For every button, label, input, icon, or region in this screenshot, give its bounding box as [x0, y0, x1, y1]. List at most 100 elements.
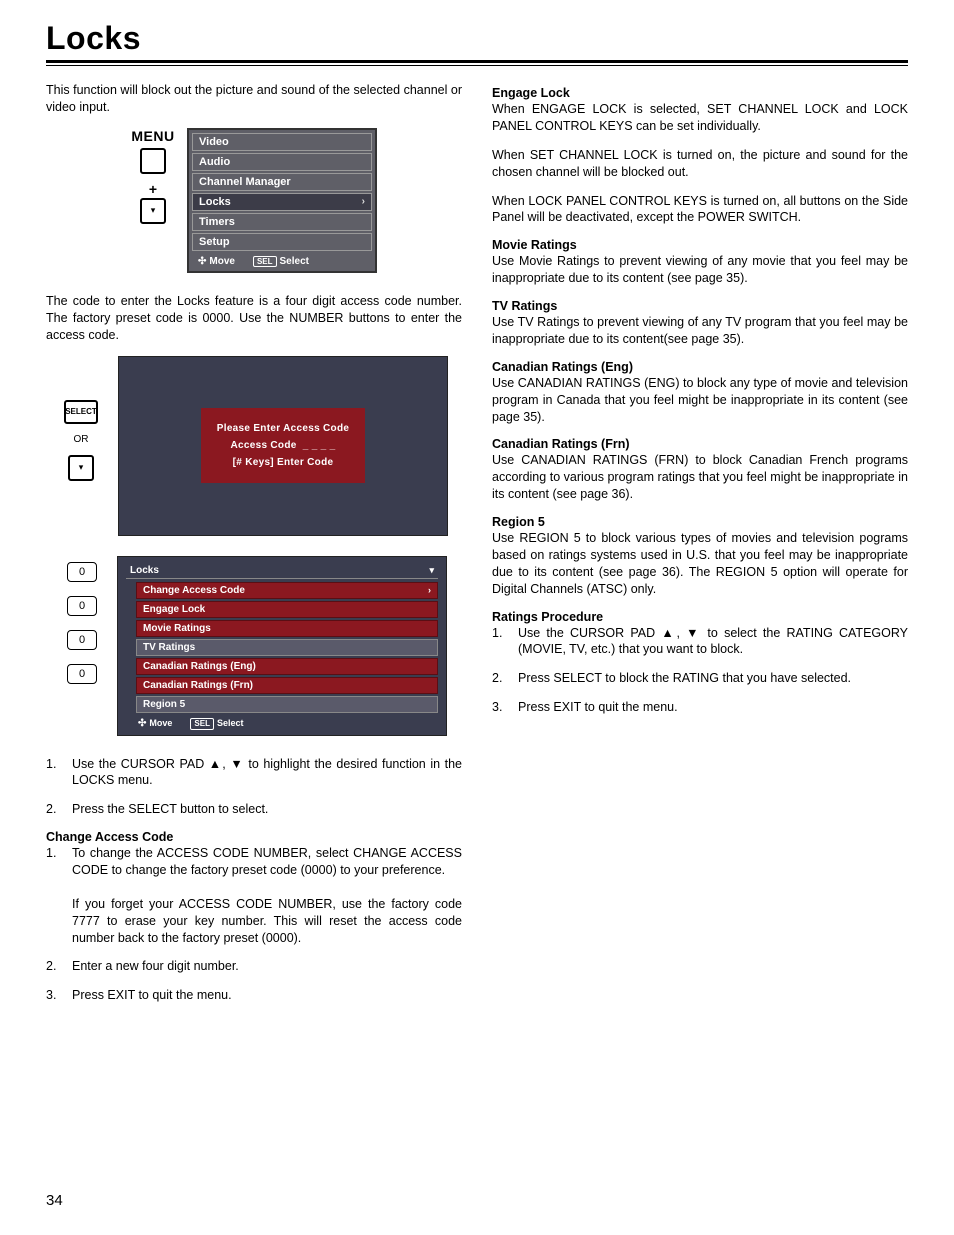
menu-button-up[interactable]: [140, 148, 166, 174]
figure-locks-submenu: 0 0 0 0 Locks ▾ Change Access Code › Engag…: [46, 556, 462, 736]
heading-can-eng: Canadian Ratings (Eng): [492, 360, 908, 374]
tv-p: Use TV Ratings to prevent viewing of any…: [492, 314, 908, 348]
move-arrows-icon: ✣: [198, 256, 206, 267]
menu-item-locks[interactable]: Locks ›: [192, 193, 372, 211]
menu-item-channel-manager[interactable]: Channel Manager: [192, 173, 372, 191]
access-code-box: Please Enter Access Code Access Code _ _…: [201, 408, 365, 483]
number-button-0b[interactable]: 0: [67, 596, 97, 616]
footer-select-label: Select: [280, 256, 309, 267]
menu-item-audio[interactable]: Audio: [192, 153, 372, 171]
access-code-blanks: _ _ _ _: [303, 440, 336, 451]
engage-p3: When LOCK PANEL CONTROL KEYS is turned o…: [492, 193, 908, 227]
heading-can-frn: Canadian Ratings (Frn): [492, 437, 908, 451]
move-arrows-icon: ✣: [138, 718, 146, 729]
rule-thin: [46, 65, 908, 66]
number-button-0d[interactable]: 0: [67, 664, 97, 684]
intro-paragraph: This function will block out the picture…: [46, 82, 462, 116]
heading-change-access-code: Change Access Code: [46, 830, 462, 844]
step-num: 2.: [492, 670, 506, 687]
osd-locks-submenu: Locks ▾ Change Access Code › Engage Lock M…: [117, 556, 447, 736]
step-num: 2.: [46, 958, 60, 975]
submenu-item-tv-ratings[interactable]: TV Ratings: [136, 639, 438, 656]
step-text: Use the CURSOR PAD ▲, ▼ to highlight the…: [72, 756, 462, 790]
osd-menu-panel: Video Audio Channel Manager Locks › Timer…: [187, 128, 377, 274]
access-code-line1: Please Enter Access Code: [217, 420, 349, 437]
figure-access-code: SELECT OR Please Enter Access Code Acces…: [46, 356, 462, 536]
submenu-item-can-frn[interactable]: Canadian Ratings (Frn): [136, 677, 438, 694]
submenu-item-label: Change Access Code: [143, 585, 245, 596]
heading-movie-ratings: Movie Ratings: [492, 238, 908, 252]
step-num: 3.: [492, 699, 506, 716]
submenu-item-change-code[interactable]: Change Access Code ›: [136, 582, 438, 599]
change-code-list: 1. To change the ACCESS CODE NUMBER, sel…: [46, 845, 462, 1004]
two-column-layout: This function will block out the picture…: [46, 82, 908, 1016]
chevron-right-icon: ›: [362, 196, 365, 207]
osd-access-code-screen: Please Enter Access Code Access Code _ _…: [118, 356, 448, 536]
menu-item-locks-label: Locks: [199, 196, 231, 208]
menu-button-down[interactable]: [140, 198, 166, 224]
sel-pill-icon: SEL: [253, 256, 277, 268]
submenu-title: Locks ▾: [126, 563, 438, 579]
access-code-label: Access Code: [231, 440, 297, 451]
heading-tv-ratings: TV Ratings: [492, 299, 908, 313]
remote-menu-buttons: MENU +: [131, 128, 175, 230]
left-steps-list: 1. Use the CURSOR PAD ▲, ▼ to highlight t…: [46, 756, 462, 819]
submenu-title-text: Locks: [130, 565, 159, 576]
step-text: To change the ACCESS CODE NUMBER, select…: [72, 845, 462, 946]
step-text: Press SELECT to block the RATING that yo…: [518, 670, 908, 687]
region5-p: Use REGION 5 to block various types of m…: [492, 530, 908, 598]
footer-move-label: Move: [149, 718, 172, 728]
page-number: 34: [46, 1192, 63, 1209]
number-button-0a[interactable]: 0: [67, 562, 97, 582]
menu-footer: ✣Move SELSelect: [192, 253, 372, 269]
step-text: Enter a new four digit number.: [72, 958, 462, 975]
chevron-down-icon: ▾: [429, 565, 434, 576]
or-label: OR: [74, 434, 89, 445]
footer-move-label: Move: [209, 256, 235, 267]
sel-pill-icon: SEL: [190, 718, 214, 730]
menu-label: MENU: [131, 128, 174, 144]
submenu-item-movie-ratings[interactable]: Movie Ratings: [136, 620, 438, 637]
step-num: 1.: [46, 756, 60, 790]
procedure-list: 1. Use the CURSOR PAD ▲, ▼ to select the …: [492, 625, 908, 717]
step-text: Press EXIT to quit the menu.: [72, 987, 462, 1004]
step-num: 3.: [46, 987, 60, 1004]
step-num: 2.: [46, 801, 60, 818]
engage-p2: When SET CHANNEL LOCK is turned on, the …: [492, 147, 908, 181]
remote-number-buttons: 0 0 0 0: [61, 556, 103, 684]
access-code-hint: [# Keys] Enter Code: [217, 454, 349, 471]
submenu-footer: ✣Move SELSelect: [126, 713, 438, 731]
step-text-b: If you forget your ACCESS CODE NUMBER, u…: [72, 897, 462, 945]
submenu-item-can-eng[interactable]: Canadian Ratings (Eng): [136, 658, 438, 675]
figure-main-menu: MENU + Video Audio Channel Manager Locks…: [46, 128, 462, 274]
submenu-item-region5[interactable]: Region 5: [136, 696, 438, 713]
heading-region5: Region 5: [492, 515, 908, 529]
submenu-list: Change Access Code › Engage Lock Movie Ra…: [136, 582, 438, 713]
step-text: Use the CURSOR PAD ▲, ▼ to select the RA…: [518, 625, 908, 659]
plus-icon: +: [149, 182, 157, 196]
can-frn-p: Use CANADIAN RATINGS (FRN) to block Cana…: [492, 452, 908, 503]
step-text: Press EXIT to quit the menu.: [518, 699, 908, 716]
footer-select-label: Select: [217, 718, 244, 728]
menu-item-setup[interactable]: Setup: [192, 233, 372, 251]
step-text-a: To change the ACCESS CODE NUMBER, select…: [72, 846, 462, 877]
heading-engage-lock: Engage Lock: [492, 86, 908, 100]
select-button[interactable]: SELECT: [64, 400, 98, 424]
menu-item-timers[interactable]: Timers: [192, 213, 372, 231]
step-num: 1.: [46, 845, 60, 946]
step-num: 1.: [492, 625, 506, 659]
submenu-item-engage-lock[interactable]: Engage Lock: [136, 601, 438, 618]
remote-select-buttons: SELECT OR: [60, 356, 102, 487]
can-eng-p: Use CANADIAN RATINGS (ENG) to block any …: [492, 375, 908, 426]
page-title: Locks: [46, 20, 908, 57]
code-intro-paragraph: The code to enter the Locks feature is a…: [46, 293, 462, 344]
movie-p: Use Movie Ratings to prevent viewing of …: [492, 253, 908, 287]
left-column: This function will block out the picture…: [46, 82, 462, 1016]
menu-item-video[interactable]: Video: [192, 133, 372, 151]
chevron-right-icon: ›: [428, 585, 431, 595]
heading-ratings-procedure: Ratings Procedure: [492, 610, 908, 624]
rule-thick: [46, 60, 908, 63]
right-column: Engage Lock When ENGAGE LOCK is selected…: [492, 82, 908, 1016]
number-button-0c[interactable]: 0: [67, 630, 97, 650]
arrow-down-button[interactable]: [68, 455, 94, 481]
